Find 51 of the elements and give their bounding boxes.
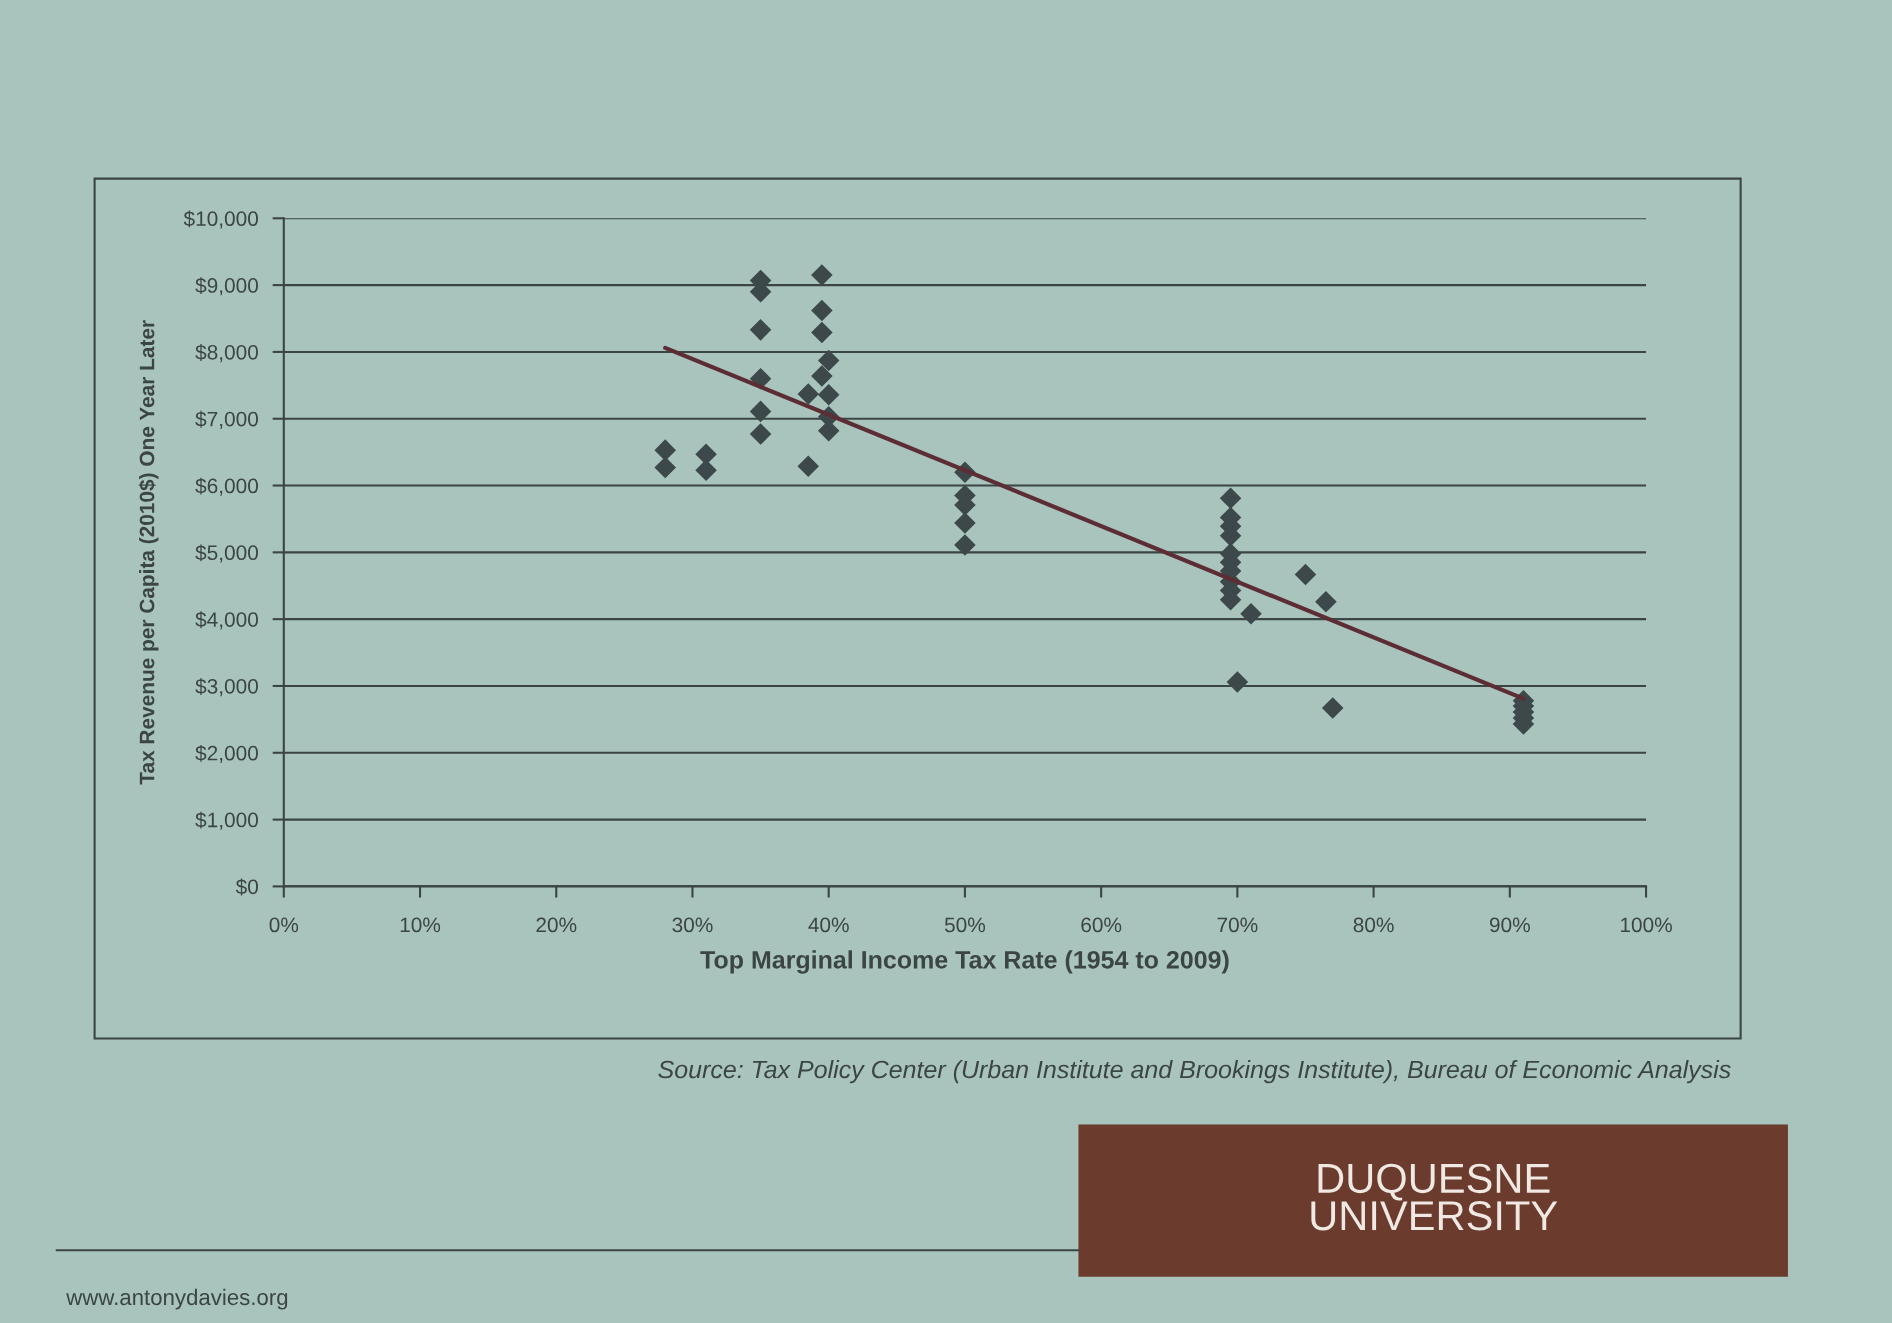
x-tick-label: 100%	[1620, 917, 1672, 933]
point	[817, 383, 840, 406]
y-tick-label: $3,000	[195, 678, 258, 697]
point	[954, 512, 976, 534]
point	[749, 319, 772, 341]
y-tick-label: $10,000	[183, 210, 258, 229]
point	[1315, 591, 1337, 613]
point	[817, 349, 840, 372]
point	[797, 383, 820, 405]
y-tick-label: $6,000	[195, 477, 258, 496]
y-tick-label: $1,000	[195, 811, 258, 830]
y-tick-label: $4,000	[195, 611, 258, 630]
y-tick-label: $9,000	[195, 277, 258, 296]
point	[811, 365, 833, 387]
source-note: Source: Tax Policy Center (Urban Institute and Brookings Institute), Bureau of Economic Analysis	[658, 1059, 1731, 1084]
x-tick-label: 90%	[1489, 917, 1530, 933]
point	[1321, 697, 1344, 719]
point	[654, 456, 676, 479]
x-tick-label: 70%	[1217, 917, 1258, 933]
y-tick-label: $7,000	[195, 410, 258, 429]
point	[811, 321, 833, 344]
text: www.antonydavies.org	[66, 1288, 288, 1310]
point	[695, 459, 717, 481]
x-tick-label: 0%	[269, 917, 299, 933]
text: DUQUESNE UNIVERSITY	[1311, 1163, 1558, 1231]
x-tick-label: 20%	[536, 917, 577, 933]
point	[749, 423, 772, 445]
y-tick-label: $0	[235, 878, 258, 896]
point	[1226, 671, 1249, 693]
y-axis-title: Tax Revenue per Capita (2010$) One Year Later	[138, 320, 159, 785]
x-tick-label: 80%	[1353, 917, 1394, 933]
point	[811, 264, 833, 286]
x-tick-label: 10%	[400, 917, 441, 933]
x-tick-label: 30%	[672, 917, 713, 933]
point	[1294, 563, 1317, 586]
point	[749, 400, 772, 423]
point	[797, 455, 820, 477]
point	[954, 534, 976, 556]
x-tick-label: 40%	[808, 917, 849, 933]
y-tick-label: $2,000	[195, 744, 258, 763]
x-tick-label: 50%	[944, 917, 986, 933]
point	[654, 439, 676, 461]
x-axis-title: Top Marginal Income Tax Rate (1954 to 2009)	[700, 950, 1229, 974]
y-tick-label: $8,000	[195, 344, 258, 363]
point	[695, 443, 717, 465]
point	[1240, 603, 1262, 625]
y-tick-label: $5,000	[195, 544, 258, 563]
point	[811, 299, 833, 322]
point	[1219, 487, 1242, 509]
point	[817, 420, 840, 442]
x-tick-label: 60%	[1081, 917, 1122, 933]
